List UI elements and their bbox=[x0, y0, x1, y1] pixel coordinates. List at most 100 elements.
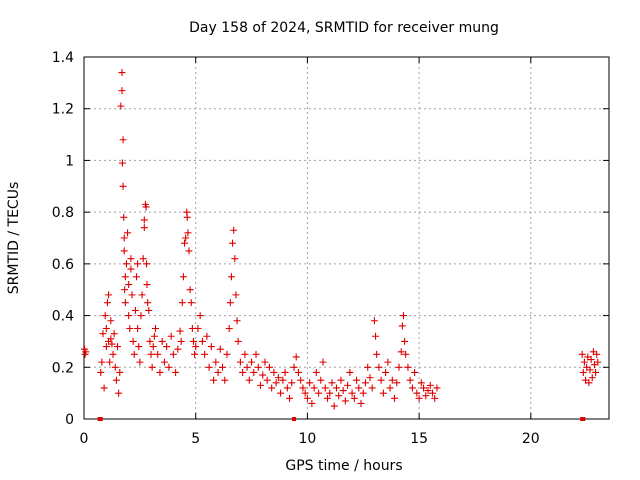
data-point bbox=[413, 389, 421, 397]
data-point bbox=[181, 239, 189, 247]
gridlines bbox=[84, 57, 609, 419]
data-point bbox=[169, 350, 177, 358]
data-point bbox=[332, 384, 340, 392]
data-point bbox=[424, 387, 432, 395]
x-axis-label: GPS time / hours bbox=[285, 458, 402, 474]
data-point bbox=[344, 381, 352, 389]
data-point bbox=[417, 379, 425, 387]
data-point bbox=[120, 247, 128, 255]
data-point bbox=[187, 299, 195, 307]
chart-title: Day 158 of 2024, SRMTID for receiver mun… bbox=[189, 20, 499, 36]
data-point bbox=[230, 226, 238, 234]
data-point bbox=[398, 322, 406, 330]
data-point bbox=[261, 358, 269, 366]
data-point bbox=[241, 350, 249, 358]
y-tick-label: 0 bbox=[65, 412, 74, 428]
data-point bbox=[179, 273, 187, 281]
data-point bbox=[203, 332, 211, 340]
data-point bbox=[357, 399, 365, 407]
y-tick-label: 0.6 bbox=[52, 257, 74, 273]
data-point bbox=[121, 273, 129, 281]
data-point bbox=[231, 255, 239, 263]
data-point bbox=[151, 325, 159, 332]
y-tick-labels: 0 0.2 0.4 0.6 0.8 1 1.2 1.4 bbox=[52, 50, 74, 428]
data-point bbox=[142, 203, 150, 211]
data-point bbox=[140, 224, 148, 232]
data-point bbox=[223, 350, 231, 358]
data-point bbox=[165, 363, 173, 371]
data-point bbox=[138, 291, 146, 299]
data-point bbox=[115, 389, 123, 397]
data-point bbox=[120, 213, 128, 221]
data-point bbox=[82, 348, 90, 356]
data-point bbox=[233, 317, 241, 325]
data-point bbox=[102, 325, 110, 332]
data-point bbox=[120, 234, 128, 242]
data-point bbox=[186, 286, 194, 294]
data-point bbox=[196, 312, 204, 320]
data-point bbox=[205, 363, 213, 371]
data-point bbox=[337, 376, 345, 384]
data-point bbox=[121, 286, 129, 294]
data-point bbox=[136, 358, 144, 366]
data-point bbox=[359, 389, 367, 397]
data-point bbox=[256, 381, 264, 389]
data-point bbox=[348, 389, 356, 397]
data-point bbox=[368, 384, 376, 392]
x-tick-label: 0 bbox=[80, 431, 89, 447]
data-point bbox=[254, 363, 262, 371]
data-point bbox=[236, 358, 244, 366]
data-point bbox=[122, 260, 130, 268]
data-point bbox=[317, 376, 325, 384]
data-point bbox=[124, 229, 132, 237]
data-point bbox=[118, 87, 126, 95]
data-point bbox=[259, 371, 267, 379]
y-axis-label: SRMTID / TECUs bbox=[6, 182, 22, 295]
data-point bbox=[178, 299, 186, 307]
data-point bbox=[125, 281, 133, 289]
data-point bbox=[324, 394, 332, 402]
data-point bbox=[216, 345, 224, 353]
data-point bbox=[194, 325, 202, 332]
data-point bbox=[227, 273, 235, 281]
data-point bbox=[335, 392, 343, 400]
data-point bbox=[431, 394, 439, 402]
axis-ticks bbox=[83, 56, 609, 420]
data-point bbox=[433, 384, 441, 392]
data-point bbox=[272, 379, 280, 387]
data-point bbox=[429, 389, 437, 397]
data-point bbox=[579, 368, 587, 376]
data-point bbox=[177, 337, 185, 345]
edge-marker bbox=[98, 417, 103, 421]
data-point bbox=[119, 182, 127, 190]
data-point bbox=[149, 343, 157, 351]
data-point bbox=[270, 368, 278, 376]
data-point bbox=[135, 343, 143, 351]
data-point bbox=[150, 332, 158, 340]
data-point bbox=[415, 394, 423, 402]
y-tick-label: 0.8 bbox=[52, 205, 74, 221]
data-point bbox=[131, 306, 139, 314]
y-tick-label: 1.2 bbox=[52, 102, 74, 118]
data-point bbox=[355, 384, 363, 392]
data-point bbox=[373, 350, 381, 358]
data-point bbox=[279, 376, 287, 384]
data-point bbox=[112, 376, 120, 384]
data-point bbox=[578, 350, 586, 358]
data-point bbox=[399, 312, 407, 320]
edge-marker bbox=[581, 417, 586, 421]
edge-markers bbox=[97, 417, 586, 421]
data-point bbox=[306, 379, 314, 387]
data-point bbox=[134, 260, 142, 268]
data-point bbox=[130, 350, 138, 358]
data-point bbox=[147, 350, 155, 358]
data-point bbox=[167, 332, 175, 340]
data-point bbox=[263, 376, 271, 384]
data-point bbox=[406, 376, 414, 384]
data-point bbox=[593, 350, 601, 358]
data-point bbox=[101, 312, 109, 320]
data-point bbox=[221, 376, 229, 384]
data-point bbox=[292, 353, 300, 361]
data-point bbox=[118, 159, 126, 167]
